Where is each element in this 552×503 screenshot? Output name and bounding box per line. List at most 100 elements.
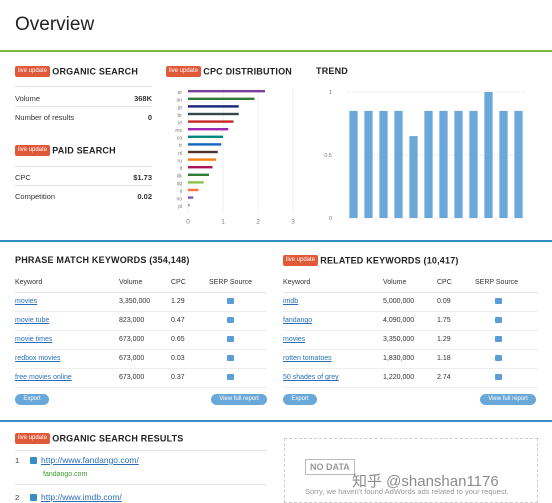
cpc-tick-label: 3 <box>291 219 295 226</box>
table-row: movies 3,350,000 1.29 <box>15 292 267 312</box>
trend-tick-label: 0.5 <box>324 153 332 159</box>
keyword-link[interactable]: movies <box>15 298 38 305</box>
cpc-cell: 1.75 <box>437 311 475 331</box>
organic-results-heading: live update ORGANIC SEARCH RESULTS <box>15 433 184 444</box>
cpc-category-label: nl <box>178 151 182 157</box>
table-header-row: Keyword Volume CPC SERP Source <box>15 274 267 293</box>
cpc-category-label: ca <box>177 136 183 142</box>
volume-cell: 673,000 <box>119 349 171 369</box>
keyword-link[interactable]: free movies online <box>15 374 72 381</box>
cpc-bar <box>188 204 190 207</box>
cpc-cell: 1.18 <box>437 349 475 369</box>
serp-source-icon[interactable] <box>495 316 502 323</box>
table-row: free movies online 673,000 0.37 <box>15 368 267 388</box>
table-row: imdb 5,000,000 0.09 <box>283 292 538 312</box>
cpc-tick-label: 1 <box>221 219 225 226</box>
divider <box>15 86 152 87</box>
trend-title: TREND <box>316 66 348 76</box>
cpc-bar <box>188 90 265 93</box>
export-button[interactable]: Export <box>15 394 49 405</box>
section-divider <box>0 240 552 242</box>
result-item: http://www.imdb.com/ <box>30 492 122 502</box>
cpc-category-label: tr <box>179 143 182 149</box>
view-full-report-button[interactable]: View full report <box>480 394 536 405</box>
col-header-volume: Volume <box>383 274 437 293</box>
related-keywords-heading: live update RELATED KEYWORDS (10,417) <box>283 255 459 266</box>
trend-bar <box>469 110 478 218</box>
trend-bar <box>409 136 418 218</box>
cpc-bar <box>188 128 229 131</box>
live-update-badge: live update <box>15 433 51 444</box>
cpc-category-label: il <box>180 189 182 195</box>
volume-cell: 5,000,000 <box>383 292 437 312</box>
trend-heading: TREND <box>316 66 348 76</box>
keyword-link[interactable]: movie times <box>15 336 53 343</box>
cpc-bar <box>188 166 213 169</box>
keyword-link[interactable]: redbox movies <box>15 355 61 362</box>
result-link[interactable]: http://www.fandango.com/ <box>41 455 139 465</box>
result-link[interactable]: http://www.imdb.com/ <box>41 492 122 502</box>
result-domain: fandango.com <box>43 471 88 478</box>
volume-cell: 673,000 <box>119 368 171 388</box>
serp-source-icon[interactable] <box>227 373 234 380</box>
related-keywords-table: Keyword Volume CPC SERP Source imdb 5,00… <box>283 274 538 388</box>
cpc-distribution-title: CPC DISTRIBUTION <box>203 66 292 77</box>
keyword-link[interactable]: movie tube <box>15 317 50 324</box>
export-button[interactable]: Export <box>283 394 317 405</box>
col-header-keyword: Keyword <box>15 274 119 293</box>
volume-cell: 1,830,000 <box>383 349 437 369</box>
serp-source-icon[interactable] <box>495 335 502 342</box>
no-data-tag: NO DATA <box>305 459 355 475</box>
serp-source-icon[interactable] <box>495 373 502 380</box>
volume-cell: 4,090,000 <box>383 311 437 331</box>
result-item: http://www.fandango.com/ <box>30 455 139 465</box>
no-data-message: Sorry, we haven't found AdWords ads rela… <box>305 487 509 496</box>
view-full-report-button[interactable]: View full report <box>211 394 267 405</box>
cpc-bar <box>188 143 222 146</box>
serp-source-icon[interactable] <box>227 297 234 304</box>
table-row: movie times 673,000 0.65 <box>15 330 267 350</box>
table-row: movies 3,350,000 1.29 <box>283 330 538 350</box>
col-header-volume: Volume <box>119 274 171 293</box>
keyword-link[interactable]: fandango <box>283 317 313 324</box>
cpc-category-label: it <box>180 166 183 172</box>
serp-source-icon[interactable] <box>227 316 234 323</box>
cpc-bar <box>188 181 204 184</box>
cpc-category-label: ar <box>178 90 183 96</box>
keyword-link[interactable]: 50 shades of grey <box>283 374 339 381</box>
cpc-category-label: jp <box>177 105 182 111</box>
result-number: 1 <box>15 456 20 465</box>
cpc-bar <box>188 135 223 138</box>
phrase-match-heading: PHRASE MATCH KEYWORDS (354,148) <box>15 255 190 265</box>
cpc-category-label: ru <box>178 158 183 164</box>
divider <box>15 166 152 167</box>
trend-bar <box>349 110 358 218</box>
cpc-distribution-heading: live update CPC DISTRIBUTION <box>166 66 292 77</box>
trend-tick-label: 0 <box>329 216 332 222</box>
keyword-link[interactable]: movies <box>283 336 306 343</box>
organic-volume-row: Volume 368K <box>15 94 152 103</box>
trend-bar <box>379 110 388 218</box>
trend-bar <box>514 110 523 218</box>
cpc-bar <box>188 120 234 123</box>
live-update-badge: live update <box>15 145 51 156</box>
table-row: rotten tomatoes 1,830,000 1.18 <box>283 349 538 369</box>
serp-source-icon[interactable] <box>227 354 234 361</box>
paid-cpc-row: CPC $1.73 <box>15 173 152 182</box>
cpc-cell: 0.65 <box>171 330 209 350</box>
cpc-category-label: mx <box>175 128 182 134</box>
keyword-link[interactable]: rotten tomatoes <box>283 355 332 362</box>
serp-source-icon[interactable] <box>495 297 502 304</box>
keyword-link[interactable]: imdb <box>283 298 299 305</box>
cpc-bar <box>188 97 255 100</box>
paid-search-heading: live update PAID SEARCH <box>15 145 116 156</box>
organic-search-title: ORGANIC SEARCH <box>52 66 139 77</box>
serp-source-icon[interactable] <box>495 354 502 361</box>
table-row: fandango 4,090,000 1.75 <box>283 311 538 331</box>
cpc-tick-label: 0 <box>186 219 190 226</box>
watermark: 知乎 @shanshan1176 <box>352 473 499 490</box>
volume-cell: 1,220,000 <box>383 368 437 388</box>
serp-source-icon[interactable] <box>227 335 234 342</box>
cpc-category-label: sg <box>177 181 183 187</box>
